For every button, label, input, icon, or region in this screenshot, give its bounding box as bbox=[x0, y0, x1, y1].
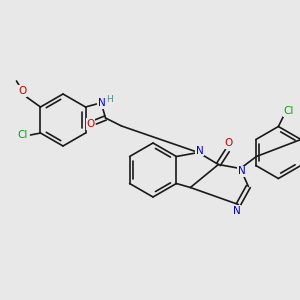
Text: N: N bbox=[232, 206, 240, 215]
Text: N: N bbox=[238, 167, 245, 176]
Text: H: H bbox=[106, 94, 113, 103]
Text: N: N bbox=[98, 98, 105, 108]
Text: O: O bbox=[18, 86, 27, 96]
Text: Cl: Cl bbox=[17, 130, 28, 140]
Text: O: O bbox=[224, 139, 232, 148]
Text: Cl: Cl bbox=[283, 106, 294, 116]
Text: O: O bbox=[86, 119, 94, 129]
Text: N: N bbox=[196, 146, 203, 155]
